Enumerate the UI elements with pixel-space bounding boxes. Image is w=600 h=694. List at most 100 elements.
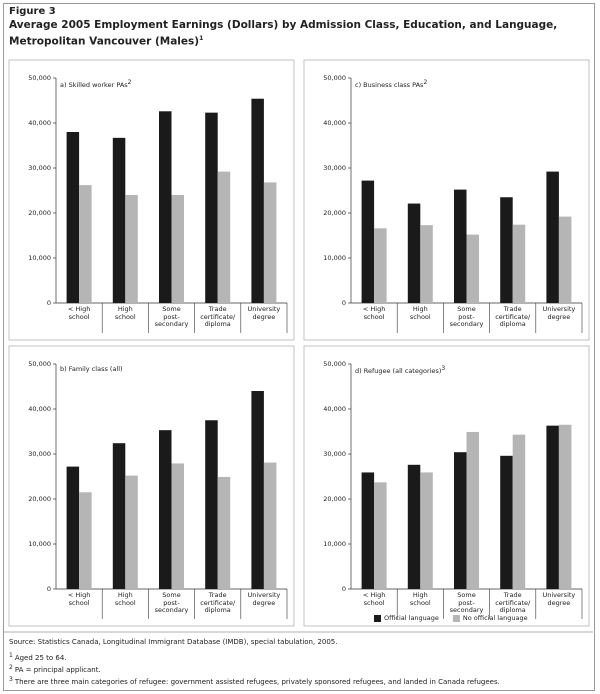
note-text: There are three main categories of refug… xyxy=(14,678,500,687)
bar xyxy=(66,132,80,303)
bar xyxy=(546,171,559,303)
bar xyxy=(420,225,433,303)
x-tick-label: < High school xyxy=(67,591,91,607)
bar xyxy=(512,224,526,303)
x-tick-label: University degree xyxy=(542,305,576,321)
note-text: Aged 25 to 64. xyxy=(14,654,67,663)
note: 3 There are three main categories of refu… xyxy=(9,676,500,686)
y-tick-label: 50,000 xyxy=(323,74,346,82)
bar xyxy=(251,391,264,589)
source: Source: Statistics Canada, Longitudinal … xyxy=(9,638,338,646)
bar xyxy=(500,197,513,303)
bar xyxy=(546,425,559,589)
y-tick-label: 40,000 xyxy=(28,405,51,413)
bar xyxy=(217,476,231,589)
bar xyxy=(558,216,572,303)
bar xyxy=(159,111,172,303)
note-text: PA = principal applicant. xyxy=(14,666,101,675)
bar xyxy=(263,462,277,589)
panel-title-text: b) Family class (all) xyxy=(60,365,123,373)
note-marker: 2 xyxy=(9,664,13,671)
bar xyxy=(66,466,80,589)
x-tick-label: University degree xyxy=(247,591,281,607)
x-tick-label: University degree xyxy=(542,591,576,607)
bar xyxy=(500,455,513,589)
bar xyxy=(205,420,218,589)
panel-frame xyxy=(303,59,590,341)
panel-title-superscript: 2 xyxy=(423,79,428,86)
y-tick-label: 40,000 xyxy=(28,119,51,127)
y-tick-label: 20,000 xyxy=(28,209,51,217)
y-tick-label: 50,000 xyxy=(323,360,346,368)
bar xyxy=(171,195,184,303)
x-tick-label: High school xyxy=(114,305,136,321)
title-text: Average 2005 Employment Earnings (Dollar… xyxy=(9,19,558,48)
figure-label: Figure 3 xyxy=(9,6,56,17)
bar xyxy=(454,189,467,303)
title-superscript: 1 xyxy=(199,35,204,42)
panel-title-text: d) Refugee (all categories) xyxy=(355,367,442,376)
bar xyxy=(205,112,218,304)
y-tick-label: 0 xyxy=(341,585,346,593)
note: 2 PA = principal applicant. xyxy=(9,664,101,674)
x-tick-label: High school xyxy=(409,305,431,321)
y-tick-label: 0 xyxy=(46,585,51,593)
x-tick-label: < High school xyxy=(362,305,386,321)
panel-title: b) Family class (all) xyxy=(60,365,123,373)
panel-frame xyxy=(8,59,295,341)
bar xyxy=(374,228,387,303)
legend-swatch xyxy=(452,615,460,622)
y-tick-label: 50,000 xyxy=(28,74,51,82)
x-tick-label: High school xyxy=(409,591,431,607)
x-tick-label: Some post- secondary xyxy=(154,305,189,328)
panel-title-text: a) Skilled worker PAs xyxy=(60,81,128,90)
y-tick-label: 40,000 xyxy=(323,119,346,127)
x-tick-label: Some post- secondary xyxy=(449,305,484,328)
note-marker: 3 xyxy=(9,676,13,683)
x-tick-label: Trade certificate/ diploma xyxy=(200,591,236,614)
bar xyxy=(420,472,433,589)
panel-title: a) Skilled worker PAs2 xyxy=(60,79,132,89)
y-tick-label: 0 xyxy=(341,299,346,307)
y-tick-label: 10,000 xyxy=(323,540,346,548)
x-tick-label: < High school xyxy=(362,591,386,607)
panel-title-text: c) Business class PAs xyxy=(355,81,424,90)
panel-title: d) Refugee (all categories)3 xyxy=(355,365,445,375)
bar xyxy=(79,185,92,303)
x-tick-label: High school xyxy=(114,591,136,607)
bar xyxy=(407,464,421,589)
bar xyxy=(251,98,264,303)
bar xyxy=(454,452,467,589)
frame xyxy=(3,3,595,691)
y-tick-label: 50,000 xyxy=(28,360,51,368)
y-tick-label: 20,000 xyxy=(28,495,51,503)
bar xyxy=(112,443,126,589)
panel-title: c) Business class PAs2 xyxy=(355,79,427,89)
y-tick-label: 30,000 xyxy=(323,164,346,172)
y-tick-label: 20,000 xyxy=(323,495,346,503)
panel-title-superscript: 3 xyxy=(441,365,446,372)
panel-frame xyxy=(303,345,590,627)
x-tick-label: < High school xyxy=(67,305,91,321)
bar xyxy=(512,434,526,589)
x-tick-label: Some post- secondary xyxy=(154,591,189,614)
bar xyxy=(125,475,138,589)
y-tick-label: 10,000 xyxy=(323,254,346,262)
y-tick-label: 10,000 xyxy=(28,254,51,262)
panel-frame xyxy=(8,345,295,627)
x-tick-label: Trade certificate/ diploma xyxy=(495,591,531,614)
x-tick-label: University degree xyxy=(247,305,281,321)
bar xyxy=(125,195,138,303)
bar xyxy=(466,234,479,303)
bar xyxy=(558,424,572,589)
x-tick-label: Trade certificate/ diploma xyxy=(200,305,236,328)
x-tick-label: Trade certificate/ diploma xyxy=(495,305,531,328)
legend-swatch xyxy=(374,615,381,622)
legend-label: Official language xyxy=(384,614,439,622)
y-tick-label: 20,000 xyxy=(323,209,346,217)
bar xyxy=(361,472,375,589)
y-tick-label: 40,000 xyxy=(323,405,346,413)
y-tick-label: 10,000 xyxy=(28,540,51,548)
bar xyxy=(361,180,375,303)
